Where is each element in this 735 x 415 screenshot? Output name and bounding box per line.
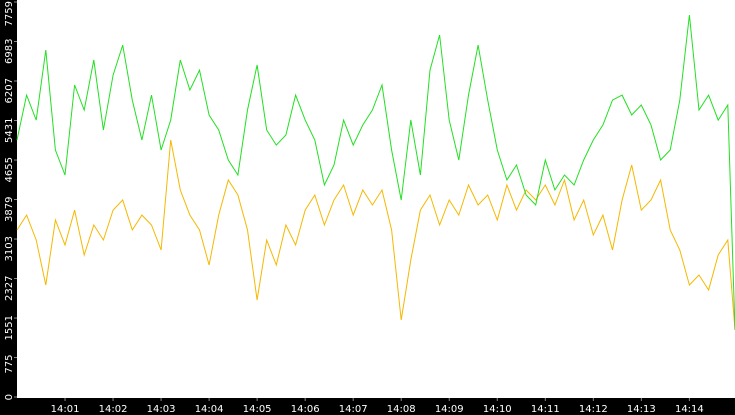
x-tick-label: 14:03 <box>147 404 176 415</box>
y-tick-label: 2327 <box>4 276 15 301</box>
series-line <box>16 139 735 331</box>
x-tick-label: 14:10 <box>483 404 512 415</box>
x-tick-label: 14:06 <box>291 404 320 415</box>
y-tick-label: 6207 <box>4 78 15 103</box>
y-tick-label: 775 <box>4 355 15 374</box>
x-tick-label: 14:01 <box>51 404 80 415</box>
x-tick-label: 14:09 <box>435 404 464 415</box>
x-tick-label: 14:08 <box>387 404 416 415</box>
y-tick-label: 0 <box>4 394 15 400</box>
x-tick-label: 14:07 <box>339 404 368 415</box>
y-tick-label: 5431 <box>4 118 15 143</box>
x-tick-label: 14:12 <box>579 404 608 415</box>
x-tick-label: 14:02 <box>99 404 128 415</box>
x-tick-label: 14:04 <box>195 404 224 415</box>
y-tick-label: 3103 <box>4 236 15 261</box>
y-tick-label: 3879 <box>4 197 15 222</box>
y-tick-label: 6983 <box>4 39 15 64</box>
x-axis-strip <box>0 398 735 415</box>
x-tick-label: 14:05 <box>243 404 272 415</box>
x-tick-label: 14:11 <box>531 404 560 415</box>
y-tick-label: 4655 <box>4 157 15 182</box>
series-line <box>16 14 735 331</box>
y-tick-label: 1551 <box>4 315 15 340</box>
y-tick-label: 7759 <box>4 1 15 26</box>
x-tick-label: 14:13 <box>627 404 656 415</box>
x-tick-label: 14:14 <box>675 404 704 415</box>
y-axis-strip <box>0 0 17 415</box>
